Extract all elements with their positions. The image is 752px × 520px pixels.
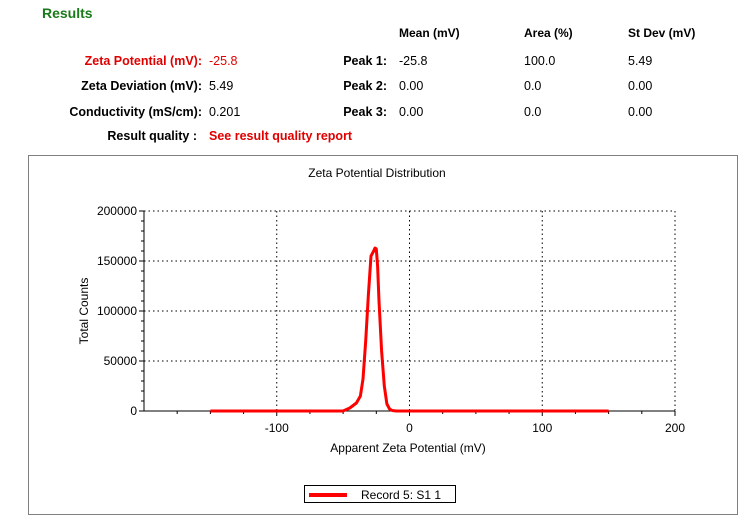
y-tick-label: 50000 (104, 354, 138, 368)
peak-3-label: Peak 3: (343, 105, 387, 119)
x-tick-label: -100 (265, 421, 289, 435)
x-tick-label: 0 (406, 421, 413, 435)
chart-panel (28, 155, 738, 515)
y-tick-label: 150000 (97, 254, 137, 268)
peak-1-area: 100.0 (524, 54, 556, 68)
peak-1-mean: -25.8 (399, 54, 428, 68)
peak-2-stdev: 0.00 (628, 79, 653, 93)
x-tick-label: 100 (532, 421, 552, 435)
peak-2-label: Peak 2: (343, 79, 387, 93)
column-header-area: Area (%) (524, 26, 573, 40)
x-tick-label: 200 (665, 421, 685, 435)
y-tick-label: 0 (130, 404, 137, 418)
column-header-stdev: St Dev (mV) (628, 26, 696, 40)
peak-1-label: Peak 1: (343, 54, 387, 68)
legend-label: Record 5: S1 1 (361, 488, 442, 502)
peak-2-area: 0.0 (524, 79, 542, 93)
conductivity-value: 0.201 (209, 105, 241, 119)
result-quality-link[interactable]: See result quality report (209, 129, 353, 143)
chart-legend: Record 5: S1 1 (304, 485, 456, 503)
zeta-deviation-value: 5.49 (209, 79, 234, 93)
zeta-potential-label: Zeta Potential (mV): (84, 54, 202, 68)
peak-3-stdev: 0.00 (628, 105, 653, 119)
y-tick-label: 100000 (97, 304, 137, 318)
conductivity-label: Conductivity (mS/cm): (69, 105, 202, 119)
result-quality-label: Result quality : (107, 129, 197, 143)
chart-title: Zeta Potential Distribution (308, 166, 445, 180)
x-axis-label: Apparent Zeta Potential (mV) (330, 441, 485, 455)
column-header-mean: Mean (mV) (399, 26, 460, 40)
peak-3-mean: 0.00 (399, 105, 424, 119)
y-axis-label: Total Counts (77, 278, 91, 345)
zeta-deviation-label: Zeta Deviation (mV): (81, 79, 202, 93)
results-title: Results (42, 5, 93, 21)
legend-swatch (309, 493, 347, 497)
peak-3-area: 0.0 (524, 105, 542, 119)
zeta-potential-value: -25.8 (209, 54, 238, 68)
series-line (210, 246, 609, 413)
peak-2-mean: 0.00 (399, 79, 424, 93)
peak-1-stdev: 5.49 (628, 54, 653, 68)
y-tick-label: 200000 (97, 204, 137, 218)
